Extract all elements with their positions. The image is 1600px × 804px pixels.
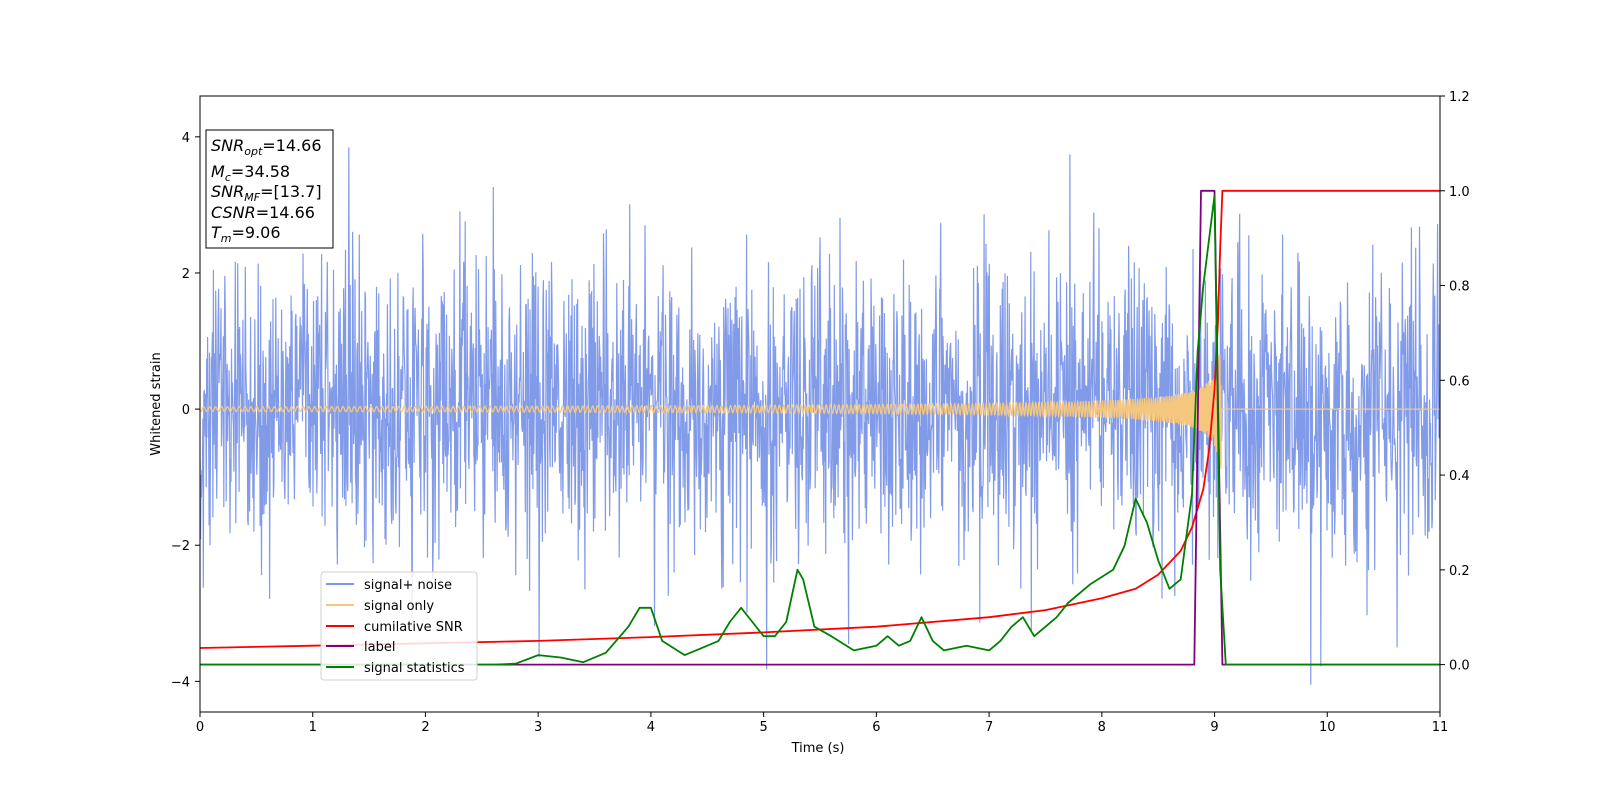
series-line-signal-plus-noise (200, 147, 1440, 685)
series-signal-only (200, 354, 1440, 469)
info-csnr: CSNR=14.66 (211, 203, 315, 222)
x-tick-label: 4 (647, 720, 655, 735)
y2-tick-label: 0.4 (1449, 469, 1470, 484)
x-tick-label: 8 (1098, 720, 1106, 735)
legend-item-signal-statistics: signal statistics (326, 661, 465, 676)
x-tick-label: 6 (872, 720, 880, 735)
y2-tick-label: 0.6 (1449, 374, 1470, 389)
info-snr-mf: SNRMF=[13.7] (211, 182, 322, 204)
y-tick-label: 0 (182, 403, 190, 418)
y-axis-left: 4 2 0 −2 −4 (171, 131, 200, 690)
x-axis-label: Time (s) (791, 741, 845, 756)
legend-item-cumilative-snr: cumilative SNR (326, 620, 463, 635)
series-line-signal-statistics (200, 194, 1440, 666)
y-tick-label: −2 (171, 539, 190, 554)
info-box: SNRopt=14.66 Mc=34.58 SNRMF=[13.7] CSNR=… (205, 129, 334, 249)
legend-item-signal-only: signal only (326, 599, 434, 614)
x-tick-label: 9 (1210, 720, 1218, 735)
x-tick-label: 1 (309, 720, 317, 735)
series-right-axis (200, 189, 1440, 666)
svg-text:signal+ noise: signal+ noise (364, 578, 452, 593)
y-tick-label: −4 (171, 675, 190, 690)
plot-frame (199, 95, 1441, 713)
legend: signal+ noise signal only cumilative SNR… (320, 571, 478, 681)
svg-text:signal statistics: signal statistics (364, 661, 465, 676)
legend-item-signal-plus-noise: signal+ noise (326, 578, 452, 593)
svg-text:label: label (364, 640, 395, 655)
x-tick-label: 10 (1319, 720, 1336, 735)
legend-item-label: label (326, 640, 395, 655)
y2-tick-label: 0.0 (1449, 659, 1470, 674)
y2-tick-label: 1.2 (1449, 90, 1470, 105)
x-tick-label: 5 (759, 720, 767, 735)
y-axis-right: 0.0 0.2 0.4 0.6 0.8 1.0 1.2 (1440, 90, 1470, 674)
x-tick-label: 2 (421, 720, 429, 735)
x-tick-label: 7 (985, 720, 993, 735)
series-signal-plus-noise (200, 147, 1440, 685)
x-tick-label: 3 (534, 720, 542, 735)
y2-tick-label: 1.0 (1449, 185, 1470, 200)
info-tm: Tm=9.06 (211, 223, 281, 245)
svg-text:cumilative SNR: cumilative SNR (364, 620, 463, 635)
y2-tick-label: 0.2 (1449, 564, 1470, 579)
x-axis: 0 1 2 3 4 5 6 7 8 9 10 11 (196, 712, 1448, 735)
y2-tick-label: 0.8 (1449, 280, 1470, 295)
x-tick-label: 11 (1432, 720, 1449, 735)
series-line-signal-only (200, 354, 1440, 469)
x-tick-label: 0 (196, 720, 204, 735)
legend-box (320, 571, 478, 681)
info-mc: Mc=34.58 (211, 162, 290, 184)
y-tick-label: 4 (182, 131, 190, 146)
y-tick-label: 2 (182, 267, 190, 282)
svg-text:signal only: signal only (364, 599, 434, 614)
y-axis-label: Whitened strain (149, 352, 164, 455)
info-snr-opt: SNRopt=14.66 (211, 136, 322, 158)
